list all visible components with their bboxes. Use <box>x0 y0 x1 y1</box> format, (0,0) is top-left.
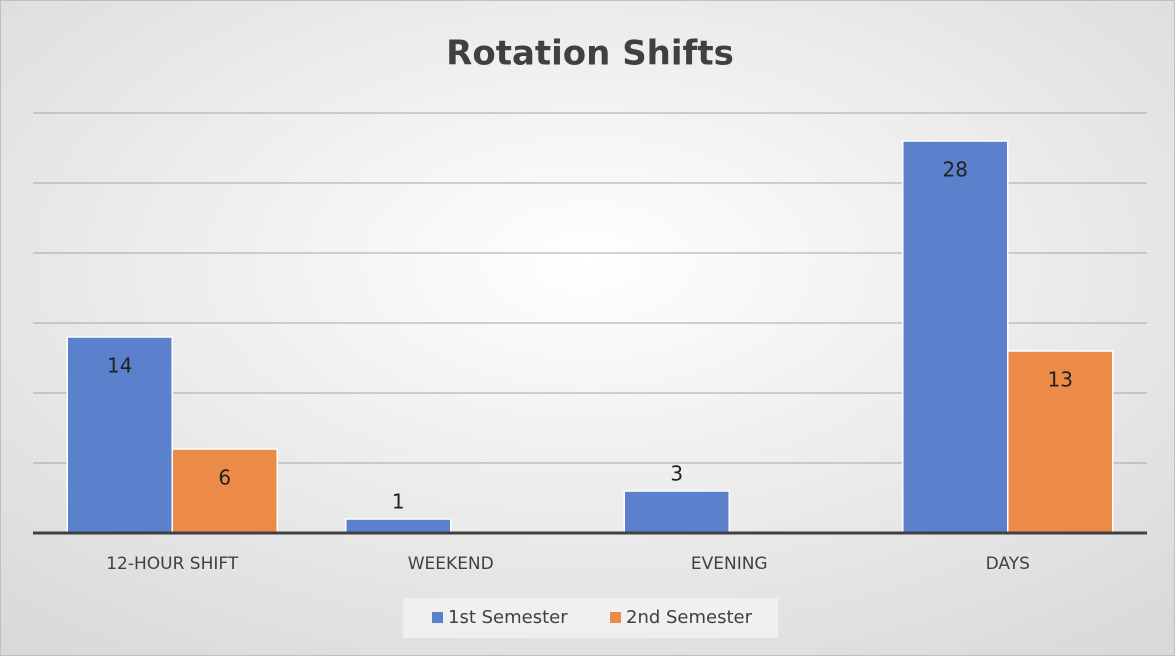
data-label: 1 <box>392 490 405 514</box>
bar <box>345 518 452 534</box>
bar <box>66 336 173 534</box>
data-label: 28 <box>943 158 968 182</box>
chart-title: Rotation Shifts <box>446 34 734 74</box>
bar <box>1007 350 1114 534</box>
legend-label: 1st Semester <box>448 607 568 628</box>
data-label: 13 <box>1048 368 1073 392</box>
bar <box>623 490 730 534</box>
data-label: 6 <box>218 466 231 490</box>
legend-swatch <box>432 612 443 623</box>
data-label: 14 <box>107 354 132 378</box>
x-tick-label: 12-HOUR SHIFT <box>106 554 239 574</box>
data-label: 3 <box>670 462 683 486</box>
x-tick-label: EVENING <box>691 554 768 574</box>
bar <box>171 448 278 534</box>
bar <box>902 140 1009 534</box>
legend-swatch <box>610 612 621 623</box>
legend-label: 2nd Semester <box>626 607 753 628</box>
x-tick-label: DAYS <box>986 554 1030 574</box>
x-tick-label: WEEKEND <box>408 554 494 574</box>
legend-box <box>403 598 778 638</box>
